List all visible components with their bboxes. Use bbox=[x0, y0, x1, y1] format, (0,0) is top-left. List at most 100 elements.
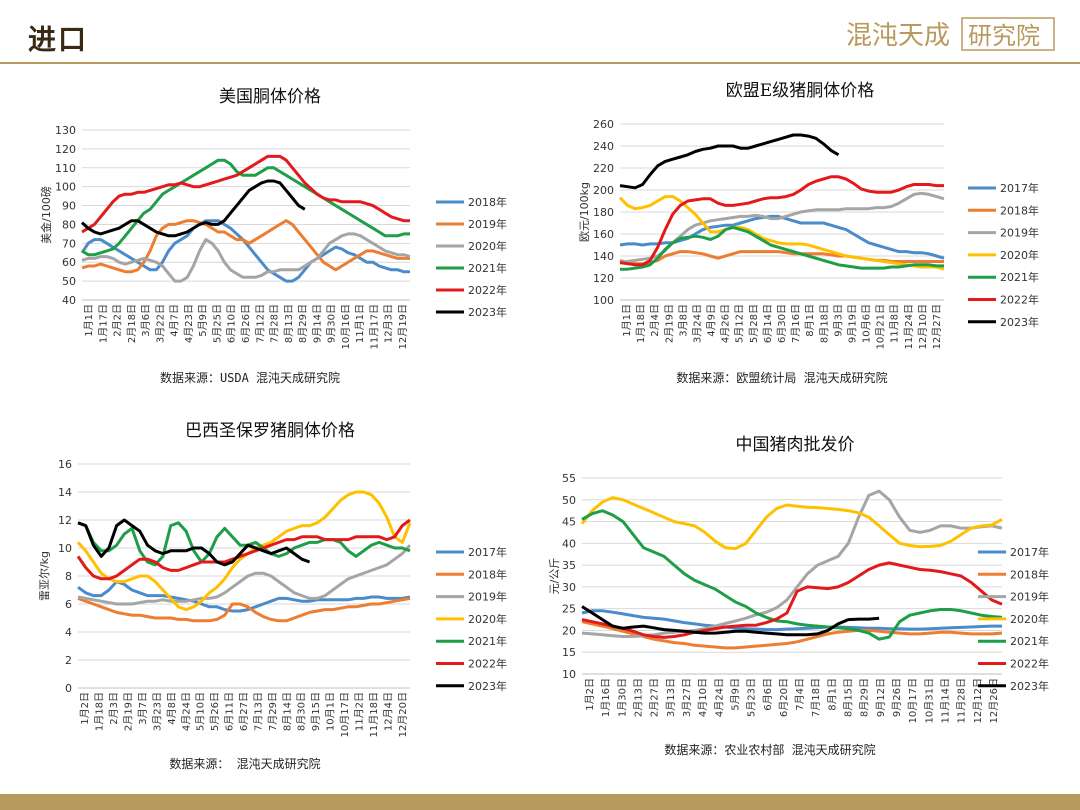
y-tick-label: 140 bbox=[593, 250, 614, 263]
chart-us-svg: 美国胴体价格 40 50 60 70 80 90 100 110 120 130 美金/100磅 1月1… bbox=[39, 87, 507, 385]
legend-label: 2023年 bbox=[468, 679, 507, 693]
x-tick-label: 3月13日 bbox=[665, 678, 677, 717]
legend-label: 2019年 bbox=[468, 217, 507, 231]
x-tick-label: 7月12日 bbox=[254, 304, 266, 343]
x-tick-label: 6月27日 bbox=[238, 692, 250, 731]
y-tick-label: 6 bbox=[65, 598, 72, 611]
y-tick-label: 4 bbox=[65, 626, 72, 639]
x-tick-label: 1月1日 bbox=[621, 304, 633, 337]
x-tick-label: 8月13日 bbox=[283, 304, 295, 343]
legend-label: 2017年 bbox=[1000, 181, 1039, 195]
y-tick-label: 8 bbox=[65, 570, 72, 583]
series-line-2023年 bbox=[80, 179, 306, 238]
x-tick-label: 11月17日 bbox=[368, 304, 380, 349]
x-tick-label: 2月4日 bbox=[649, 304, 661, 337]
x-tick-label: 9月14日 bbox=[311, 304, 323, 343]
series-line-2022年 bbox=[619, 175, 944, 267]
legend-label: 2021年 bbox=[1000, 270, 1039, 284]
x-tick-label: 5月23日 bbox=[746, 678, 758, 717]
chart-title: 中国猪肉批发价 bbox=[736, 435, 855, 455]
x-tick-label: 4月9日 bbox=[706, 304, 718, 337]
y-tick-label: 260 bbox=[593, 118, 614, 131]
y-tick-label: 12 bbox=[58, 514, 72, 527]
x-tick-label: 11月18日 bbox=[368, 692, 380, 737]
x-tick-label: 10月6日 bbox=[861, 304, 873, 343]
brand-logo: 混沌天成 研究院 bbox=[846, 17, 1055, 51]
chart-title: 欧盟E级猪胴体价格 bbox=[726, 81, 874, 101]
x-tick-label: 5月10日 bbox=[195, 692, 207, 731]
legend-label: 2021年 bbox=[468, 634, 507, 648]
y-axis-label: 美金/100磅 bbox=[39, 186, 53, 244]
legend-label: 2023年 bbox=[1010, 679, 1049, 693]
x-tick-label: 3月23日 bbox=[151, 692, 163, 731]
x-tick-label: 12月27日 bbox=[931, 304, 943, 349]
x-tick-label: 8月1日 bbox=[804, 304, 816, 337]
chart-china-wholesale-price: 中国猪肉批发价 10 15 20 25 30 35 40 45 50 55 元/公斤 1月2日 1月16日… bbox=[540, 420, 1080, 790]
series-line-2020年 bbox=[81, 232, 411, 283]
y-tick-label: 15 bbox=[562, 646, 576, 659]
chart-brazil-carcass-price: 巴西圣保罗猪胴体价格 0 2 4 6 8 10 12 14 16 雷亚尔/kg 1月2日 1月18日 2月… bbox=[0, 408, 540, 788]
y-tick-label: 10 bbox=[562, 668, 576, 681]
source-note: 数据来源： 混沌天成研究院 bbox=[169, 756, 320, 771]
x-tick-label: 4月8日 bbox=[166, 692, 178, 725]
x-tick-label: 11月14日 bbox=[939, 678, 951, 723]
x-tick-label: 3月7日 bbox=[137, 692, 149, 725]
y-tick-label: 30 bbox=[562, 581, 576, 594]
legend-label: 2020年 bbox=[468, 239, 507, 253]
x-tick-label: 1月18日 bbox=[635, 304, 647, 343]
y-tick-label: 55 bbox=[562, 472, 576, 485]
legend-label: 2023年 bbox=[468, 305, 507, 319]
x-tick-label: 12月3日 bbox=[383, 304, 395, 343]
series-line-2019年 bbox=[77, 544, 412, 606]
x-tick-label: 5月9日 bbox=[729, 678, 741, 711]
x-tick-label: 9月12日 bbox=[875, 678, 887, 717]
brand-text-right: 研究院 bbox=[968, 22, 1040, 50]
x-tick-label: 6月11日 bbox=[224, 692, 236, 731]
x-tick-label: 12月19日 bbox=[397, 304, 409, 349]
x-tick-label: 8月1日 bbox=[826, 678, 838, 711]
source-note: 数据来源：USDA 混沌天成研究院 bbox=[160, 370, 340, 385]
x-tick-label: 9月19日 bbox=[846, 304, 858, 343]
series-line-2022年 bbox=[81, 154, 410, 234]
x-tick-label: 7月28日 bbox=[269, 304, 281, 343]
x-tick-label: 10月17日 bbox=[339, 692, 351, 737]
legend-label: 2019年 bbox=[1000, 226, 1039, 240]
y-tick-label: 35 bbox=[562, 559, 576, 572]
x-tick-label: 12月26日 bbox=[988, 678, 1000, 723]
series-line-2018年 bbox=[77, 596, 411, 623]
x-tick-label: 7月4日 bbox=[794, 678, 806, 711]
legend-label: 2019年 bbox=[1010, 590, 1049, 604]
y-axis-label: 雷亚尔/kg bbox=[38, 551, 51, 601]
source-note: 数据来源：欧盟统计局 混沌天成研究院 bbox=[676, 370, 887, 385]
series-line-2017年 bbox=[77, 580, 411, 613]
y-tick-label: 0 bbox=[65, 682, 72, 695]
legend-label: 2018年 bbox=[1010, 567, 1049, 581]
chart-title: 巴西圣保罗猪胴体价格 bbox=[185, 421, 355, 441]
x-tick-label: 12月20日 bbox=[397, 692, 409, 737]
x-tick-label: 10月21日 bbox=[875, 304, 887, 349]
y-tick-label: 25 bbox=[562, 603, 576, 616]
x-tick-label: 3月6日 bbox=[140, 304, 152, 337]
x-tick-label: 7月29日 bbox=[267, 692, 279, 731]
x-tick-label: 11月28日 bbox=[956, 678, 968, 723]
legend-label: 2017年 bbox=[1010, 545, 1049, 559]
y-tick-label: 40 bbox=[62, 294, 76, 307]
y-tick-label: 220 bbox=[593, 162, 614, 175]
y-tick-label: 45 bbox=[562, 516, 576, 529]
legend-label: 2018年 bbox=[468, 567, 507, 581]
x-tick-label: 8月29日 bbox=[297, 304, 309, 343]
x-tick-label: 8月29日 bbox=[859, 678, 871, 717]
x-tick-label: 5月25日 bbox=[211, 304, 223, 343]
legend-label: 2018年 bbox=[1000, 203, 1039, 217]
legend-label: 2020年 bbox=[468, 612, 507, 626]
x-tick-label: 6月20日 bbox=[778, 678, 790, 717]
chart-title: 美国胴体价格 bbox=[219, 87, 321, 107]
brand-box bbox=[961, 17, 1055, 51]
y-tick-label: 120 bbox=[593, 272, 614, 285]
x-tick-label: 2月2日 bbox=[112, 304, 124, 337]
x-tick-label: 3月8日 bbox=[677, 304, 689, 337]
x-tick-label: 2月3日 bbox=[108, 692, 120, 725]
x-tick-label: 8月18日 bbox=[818, 304, 830, 343]
x-tick-label: 4月10日 bbox=[697, 678, 709, 717]
